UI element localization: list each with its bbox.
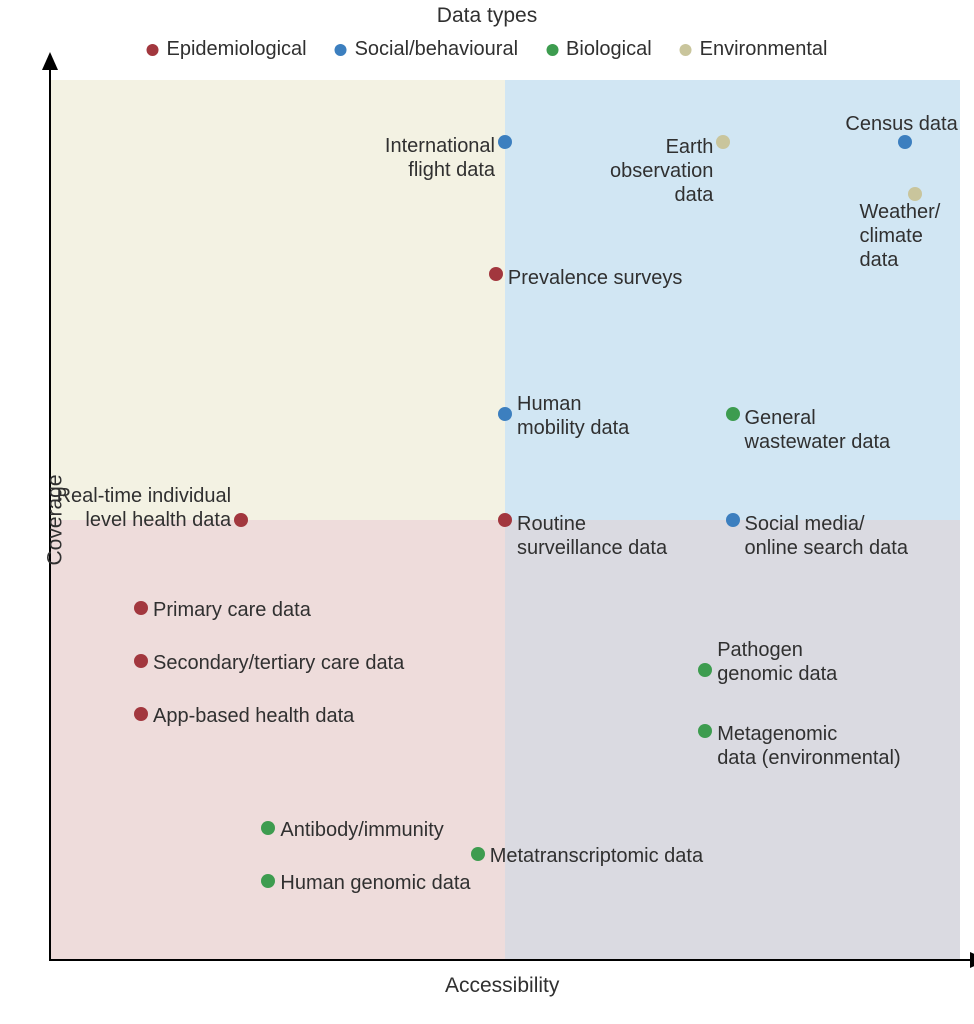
dot-icon <box>698 663 712 677</box>
data-point-label: Metagenomic data (environmental) <box>717 722 900 770</box>
x-axis-label: Accessibility <box>445 974 559 998</box>
x-axis-line <box>49 959 974 961</box>
dot-icon <box>134 654 148 668</box>
dot-icon <box>261 874 275 888</box>
legend-item: Environmental <box>680 38 828 61</box>
data-point-label: Human mobility data <box>517 392 629 440</box>
dot-icon <box>134 601 148 615</box>
data-point-label: Metatranscriptomic data <box>490 844 703 868</box>
legend-dot-icon <box>546 44 558 56</box>
legend-item-label: Epidemiological <box>167 38 307 61</box>
legend-item: Social/behavioural <box>335 38 518 61</box>
legend: Epidemiological Social/behavioural Biologi… <box>147 38 828 61</box>
x-axis-arrow <box>970 952 974 968</box>
legend-item: Biological <box>546 38 652 61</box>
dot-icon <box>908 187 922 201</box>
dot-icon <box>134 707 148 721</box>
legend-dot-icon <box>335 44 347 56</box>
data-point-label: Social media/ online search data <box>745 512 908 560</box>
dot-icon <box>898 135 912 149</box>
data-point-label: Weather/ climate data <box>860 200 941 272</box>
dot-icon <box>498 407 512 421</box>
data-point-label: Prevalence surveys <box>508 266 683 290</box>
legend-item: Epidemiological <box>147 38 307 61</box>
data-point-label: Primary care data <box>153 598 311 622</box>
data-point-label: Census data <box>845 112 957 136</box>
data-point-label: Secondary/tertiary care data <box>153 651 404 675</box>
dot-icon <box>716 135 730 149</box>
scatter-plot: International flight data Earth observati… <box>50 80 960 960</box>
data-point-label: General wastewater data <box>745 406 891 454</box>
data-point-label: Pathogen genomic data <box>717 638 837 686</box>
data-point-label: Antibody/immunity <box>280 818 443 842</box>
data-point-label: Human genomic data <box>280 871 470 895</box>
dot-icon <box>471 847 485 861</box>
y-axis-label: Coverage <box>44 474 68 565</box>
y-axis-arrow <box>42 52 58 70</box>
data-point-label: App-based health data <box>153 704 354 728</box>
legend-dot-icon <box>147 44 159 56</box>
plot-quadrant <box>505 80 960 520</box>
data-point-label: Earth observation data <box>610 135 713 207</box>
legend-title: Data types <box>437 4 537 28</box>
dot-icon <box>234 513 248 527</box>
dot-icon <box>726 513 740 527</box>
legend-item-label: Environmental <box>700 38 828 61</box>
data-point-label: Real-time individual level health data <box>57 484 232 532</box>
legend-item-label: Social/behavioural <box>355 38 518 61</box>
data-point-label: International flight data <box>385 134 495 182</box>
dot-icon <box>698 724 712 738</box>
legend-dot-icon <box>680 44 692 56</box>
dot-icon <box>489 267 503 281</box>
dot-icon <box>498 135 512 149</box>
data-point-label: Routine surveillance data <box>517 512 667 560</box>
dot-icon <box>261 821 275 835</box>
dot-icon <box>498 513 512 527</box>
dot-icon <box>726 407 740 421</box>
legend-item-label: Biological <box>566 38 652 61</box>
